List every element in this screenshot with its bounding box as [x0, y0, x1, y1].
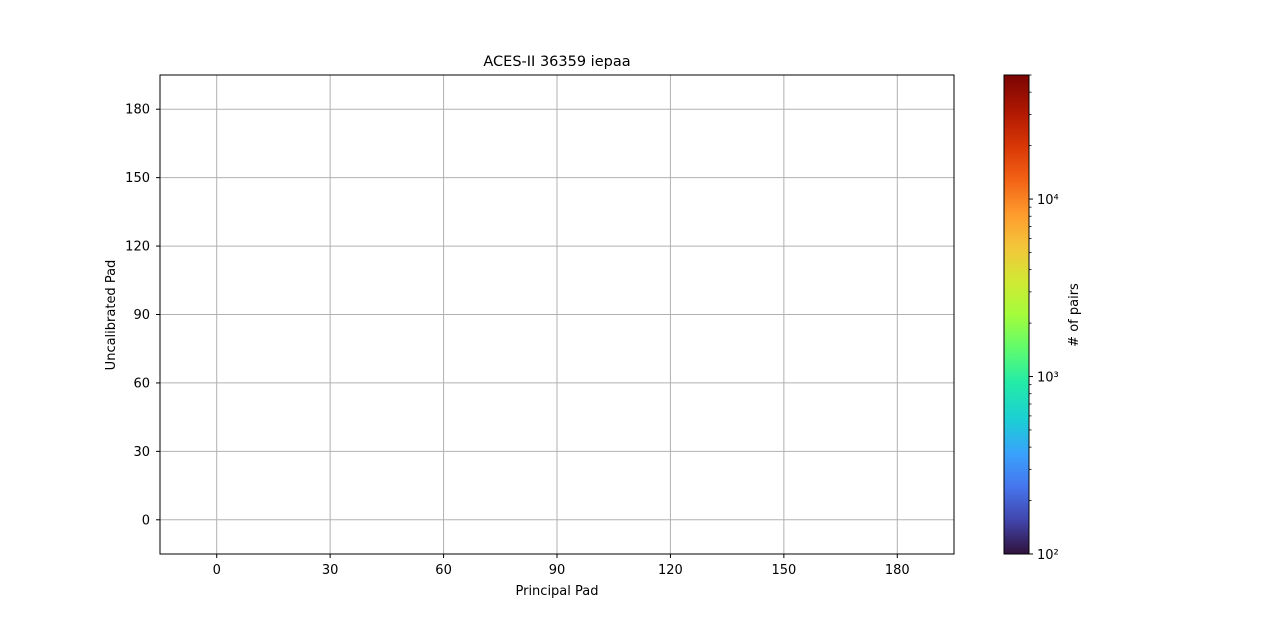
y-axis-ticks: 0 30 60 90 120 150 180: [125, 103, 160, 528]
x-tick-label: 180: [885, 563, 910, 578]
x-tick-label: 30: [322, 563, 339, 578]
x-tick-label: 0: [213, 563, 221, 578]
x-axis-label: Principal Pad: [515, 584, 598, 599]
y-axis-label: Uncalibrated Pad: [104, 260, 119, 371]
y-tick-label: 90: [133, 308, 150, 323]
grid-lines: [160, 75, 954, 554]
x-tick-label: 60: [435, 563, 452, 578]
y-tick-label: 120: [125, 240, 150, 255]
colorbar-label: # of pairs: [1067, 283, 1082, 347]
colorbar: [1003, 74, 1030, 555]
x-tick-label: 120: [658, 563, 683, 578]
x-tick-label: 90: [549, 563, 566, 578]
y-tick-label: 30: [133, 445, 150, 460]
y-tick-label: 60: [133, 376, 150, 391]
colorbar-tick-label: 10³: [1037, 371, 1059, 386]
y-tick-label: 180: [125, 103, 150, 118]
colorbar-tick-label: 10⁴: [1037, 193, 1059, 208]
x-tick-label: 150: [771, 563, 796, 578]
y-tick-label: 0: [142, 513, 150, 528]
colorbar-ticks: 10² 10³ 10⁴: [1029, 74, 1059, 563]
x-axis-ticks: 0 30 60 90 120 150 180: [213, 554, 910, 578]
y-tick-label: 150: [125, 171, 150, 186]
chart-title: ACES-II 36359 iepaa: [483, 54, 630, 70]
colorbar-tick-label: 10²: [1037, 548, 1059, 563]
